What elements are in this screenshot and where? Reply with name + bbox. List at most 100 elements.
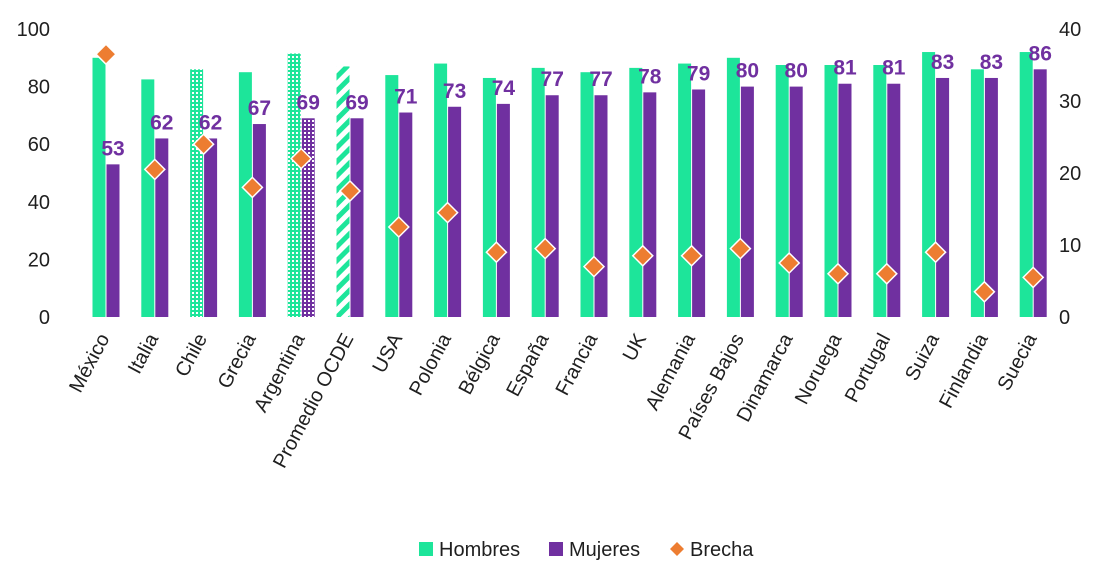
bar-hombres-francia xyxy=(580,72,594,317)
bar-mujeres-promedio-ocde xyxy=(350,118,364,317)
data-label-mujeres-argentina: 69 xyxy=(297,91,320,114)
data-label-mujeres-italia: 62 xyxy=(150,111,173,134)
bar-hombres-grecia xyxy=(238,72,252,317)
data-label-mujeres-noruega: 81 xyxy=(833,57,857,80)
data-labels: 53 62 62 67 69 69 71 73 74 77 77 78 79 80 80 81 81 83 83 86 xyxy=(101,42,1052,160)
category-labels: México Italia Chile GreciaArgentinaPromedio… xyxy=(65,329,1042,472)
bar-mujeres-noruega xyxy=(838,83,852,317)
marker-brecha-italia xyxy=(143,158,166,181)
legend-label-brecha: Brecha xyxy=(690,539,754,561)
data-label-mujeres-grecia: 67 xyxy=(248,97,271,120)
data-label-mujeres-suecia: 86 xyxy=(1029,42,1052,65)
y-left-tick-label: 80 xyxy=(28,77,50,99)
x-category-label-polonia: Polonia xyxy=(405,329,456,399)
marker-brecha-espana xyxy=(534,237,557,260)
bar-mujeres-portugal xyxy=(887,83,901,317)
x-category-label-italia: Italia xyxy=(124,329,164,377)
bar-mujeres-espana xyxy=(545,95,559,318)
y-right-tick-label: 40 xyxy=(1059,19,1081,41)
marker-brecha-suecia xyxy=(1022,266,1045,289)
data-label-mujeres-chile: 62 xyxy=(199,111,222,134)
bar-hombres-paises-bajos xyxy=(726,57,740,318)
bar-hombres-dinamarca xyxy=(775,65,789,317)
marker-brecha-noruega xyxy=(826,262,850,285)
bar-mujeres-paises-bajos xyxy=(740,86,754,317)
bar-mujeres-grecia xyxy=(252,124,266,317)
bar-hombres-usa xyxy=(385,75,399,317)
axes: 0 20 40 60 80 100 0 10 20 30 40 xyxy=(17,19,1082,329)
x-category-label-usa: USA xyxy=(368,329,407,376)
legend-swatch-mujeres xyxy=(549,542,563,556)
brecha-markers xyxy=(94,43,1045,303)
marker-brecha-grecia xyxy=(241,176,264,199)
bar-mujeres-belgica xyxy=(496,103,510,317)
bar-mujeres-alemania xyxy=(692,89,706,317)
bar-hombres-suecia xyxy=(1019,52,1033,317)
x-category-label-grecia: Grecia xyxy=(214,329,261,392)
data-label-mujeres-portugal: 81 xyxy=(882,57,906,80)
bar-mujeres-francia xyxy=(594,95,608,318)
y-left-tick-label: 100 xyxy=(17,19,50,41)
bar-hombres-alemania xyxy=(678,63,692,318)
x-category-label-noruega: Noruega xyxy=(791,329,847,408)
bar-mujeres-usa xyxy=(399,112,413,318)
marker-brecha-chile xyxy=(192,133,215,156)
data-label-mujeres-belgica: 74 xyxy=(492,77,516,100)
marker-brecha-alemania xyxy=(680,244,703,267)
bar-mujeres-dinamarca xyxy=(789,86,803,317)
y-left-tick-label: 20 xyxy=(28,249,50,271)
legend-label-hombres: Hombres xyxy=(439,539,520,561)
data-label-mujeres-polonia: 73 xyxy=(443,80,466,103)
bar-hombres-belgica xyxy=(482,77,496,318)
data-label-mujeres-promedio-ocde: 69 xyxy=(345,91,368,114)
bar-hombres-espana xyxy=(531,67,545,317)
x-category-label-uk: UK xyxy=(619,329,652,364)
marker-brecha-usa xyxy=(387,215,410,239)
bar-mujeres-suiza xyxy=(936,77,950,318)
bar-mujeres-italia xyxy=(155,138,169,317)
marker-brecha-paises-bajos xyxy=(729,237,752,260)
bar-mujeres-mexico xyxy=(106,164,120,317)
bar-hombres-finlandia xyxy=(970,69,984,317)
data-label-mujeres-dinamarca: 80 xyxy=(785,60,808,83)
data-label-mujeres-paises-bajos: 80 xyxy=(736,60,759,83)
y-right-tick-label: 30 xyxy=(1059,91,1081,113)
data-label-mujeres-espana: 77 xyxy=(541,68,564,91)
bar-hombres-italia xyxy=(141,79,155,318)
bars xyxy=(92,52,1047,318)
marker-brecha-mexico xyxy=(94,43,118,66)
data-label-mujeres-usa: 71 xyxy=(394,86,418,109)
x-category-label-finlandia: Finlandia xyxy=(935,329,993,412)
bar-hombres-argentina xyxy=(287,53,301,317)
x-category-label-belgica: Bélgica xyxy=(455,329,506,398)
bar-hombres-uk xyxy=(629,67,643,317)
marker-brecha-promedio-ocde xyxy=(338,179,362,203)
x-category-label-espana: España xyxy=(502,329,554,400)
x-category-label-suecia: Suecia xyxy=(993,329,1042,394)
y-right-tick-label: 10 xyxy=(1059,235,1081,257)
marker-brecha-portugal xyxy=(875,262,898,285)
marker-brecha-uk xyxy=(631,244,654,267)
bar-mujeres-finlandia xyxy=(984,77,998,318)
legend-swatch-brecha xyxy=(670,542,684,556)
data-label-mujeres-suiza: 83 xyxy=(931,51,954,74)
x-category-label-chile: Chile xyxy=(171,330,212,381)
data-label-mujeres-mexico: 53 xyxy=(101,137,124,160)
data-label-mujeres-francia: 77 xyxy=(589,68,612,91)
marker-brecha-argentina xyxy=(290,147,313,170)
marker-brecha-polonia xyxy=(436,201,459,224)
bar-hombres-noruega xyxy=(824,65,838,317)
bar-hombres-chile xyxy=(190,69,204,317)
marker-brecha-finlandia xyxy=(973,280,996,303)
legend: Hombres Mujeres Brecha xyxy=(419,539,754,561)
y-right-tick-label: 20 xyxy=(1059,163,1081,185)
bar-mujeres-uk xyxy=(643,92,657,317)
marker-brecha-suiza xyxy=(924,241,947,264)
legend-label-mujeres: Mujeres xyxy=(569,539,640,561)
bar-mujeres-chile xyxy=(204,138,218,317)
data-label-mujeres-alemania: 79 xyxy=(687,62,710,85)
bar-hombres-polonia xyxy=(434,63,448,318)
marker-brecha-francia xyxy=(582,255,606,278)
